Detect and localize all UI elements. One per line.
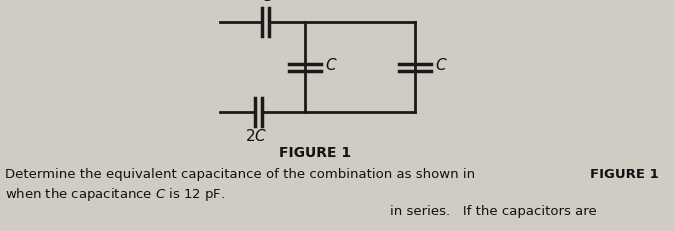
Text: $2C$: $2C$ xyxy=(245,128,267,144)
Text: FIGURE 1: FIGURE 1 xyxy=(590,168,659,181)
Text: $C$: $C$ xyxy=(435,57,448,73)
Text: $C$: $C$ xyxy=(261,0,273,4)
Text: $C$: $C$ xyxy=(325,57,338,73)
Text: in series.   If the capacitors are: in series. If the capacitors are xyxy=(390,205,597,218)
Text: FIGURE 1: FIGURE 1 xyxy=(279,146,351,160)
Text: Determine the equivalent capacitance of the combination as shown in: Determine the equivalent capacitance of … xyxy=(5,168,479,181)
Text: when the capacitance $C$ is 12 pF.: when the capacitance $C$ is 12 pF. xyxy=(5,186,225,203)
